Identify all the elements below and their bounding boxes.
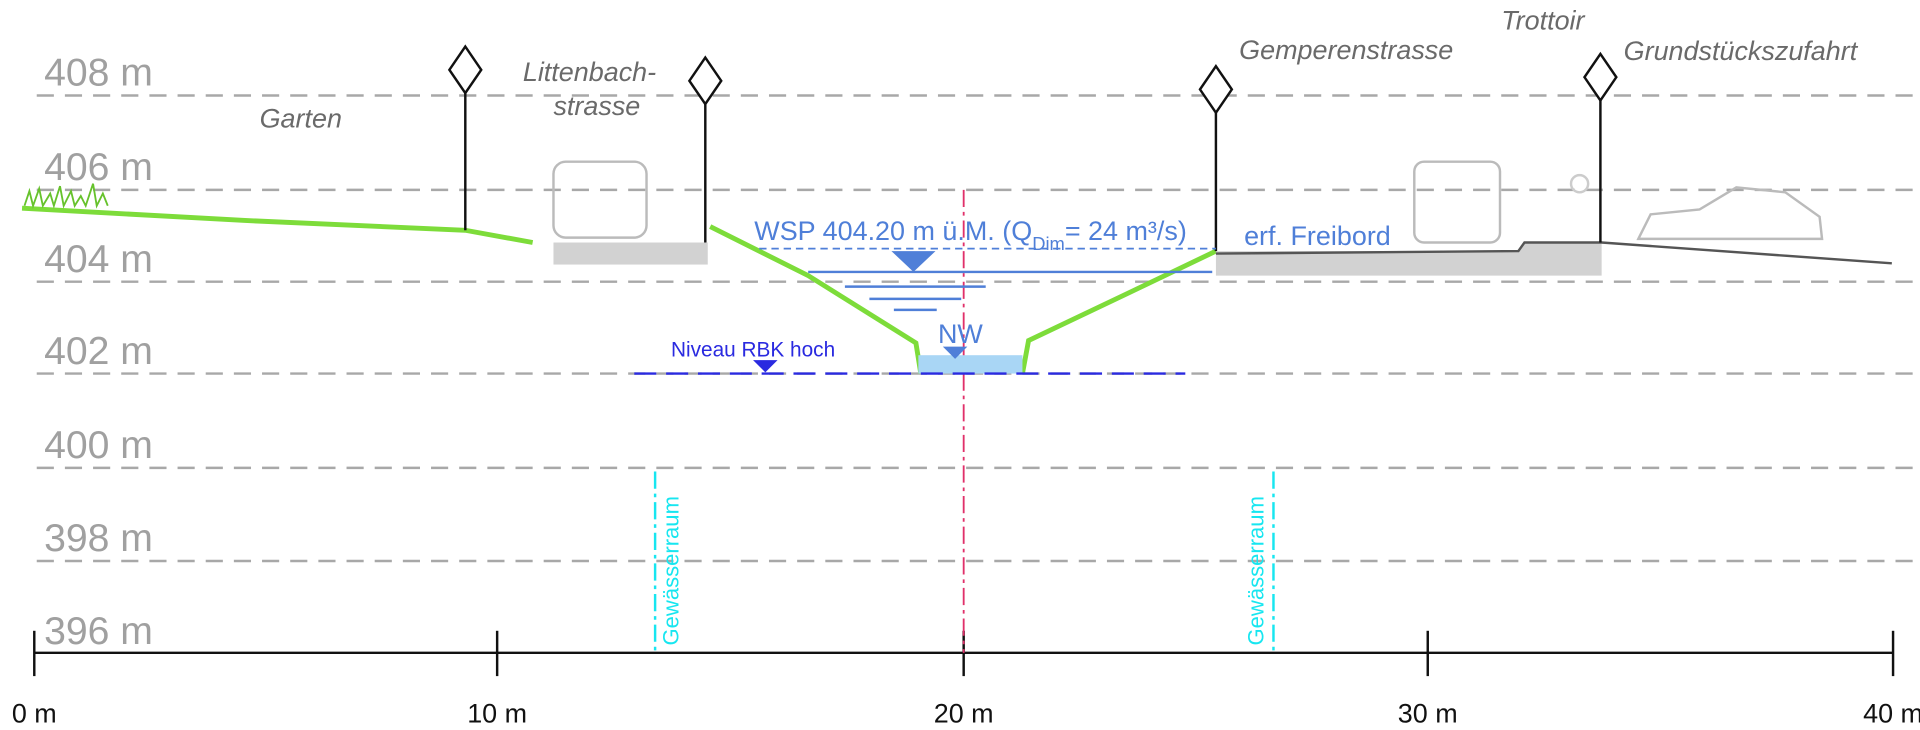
elevation-labels: 408 m 406 m 404 m 402 m 400 m 398 m 396 …	[44, 52, 153, 654]
water-level-label: WSP 404.20 m ü.M. (QDim= 24 m³/s)	[754, 216, 1187, 254]
distance-label: 0 m	[12, 699, 57, 729]
distance-label: 40 m	[1863, 699, 1920, 729]
water-levels	[634, 247, 1216, 375]
water-level-text: = 24 m³/s)	[1065, 216, 1187, 246]
distance-label: 30 m	[1398, 699, 1458, 729]
elevation-label: 402 m	[44, 330, 153, 373]
elevation-label: 406 m	[44, 146, 153, 189]
rbk-level-label: Niveau RBK hoch	[671, 338, 835, 361]
elevation-label: 398 m	[44, 517, 153, 560]
distance-label: 20 m	[934, 699, 994, 729]
distance-label: 10 m	[467, 699, 527, 729]
low-water-label: NW	[938, 319, 983, 349]
elevation-label: 404 m	[44, 238, 153, 281]
water-level-subscript: Dim	[1032, 233, 1065, 254]
elevation-label: 396 m	[44, 610, 153, 653]
elevation-label: 408 m	[44, 52, 153, 95]
section-markers	[447, 44, 1618, 252]
distance-axis	[33, 630, 1895, 677]
annotation: Garten	[260, 103, 342, 133]
annotation: strasse	[553, 91, 640, 121]
water-space-label: Gewässerraum	[658, 496, 683, 645]
freeboard-label: erf. Freibord	[1244, 221, 1391, 251]
water-space-label: Gewässerraum	[1244, 496, 1269, 645]
terrain	[21, 160, 1892, 375]
elevation-label: 400 m	[44, 424, 153, 467]
annotation: Gemperenstrasse	[1239, 35, 1453, 65]
water-level-text: WSP 404.20 m ü.M. (Q	[754, 216, 1032, 246]
annotation: Grundstückszufahrt	[1624, 36, 1859, 66]
annotation: Littenbach-	[523, 57, 656, 87]
annotation: Trottoir	[1501, 5, 1585, 35]
